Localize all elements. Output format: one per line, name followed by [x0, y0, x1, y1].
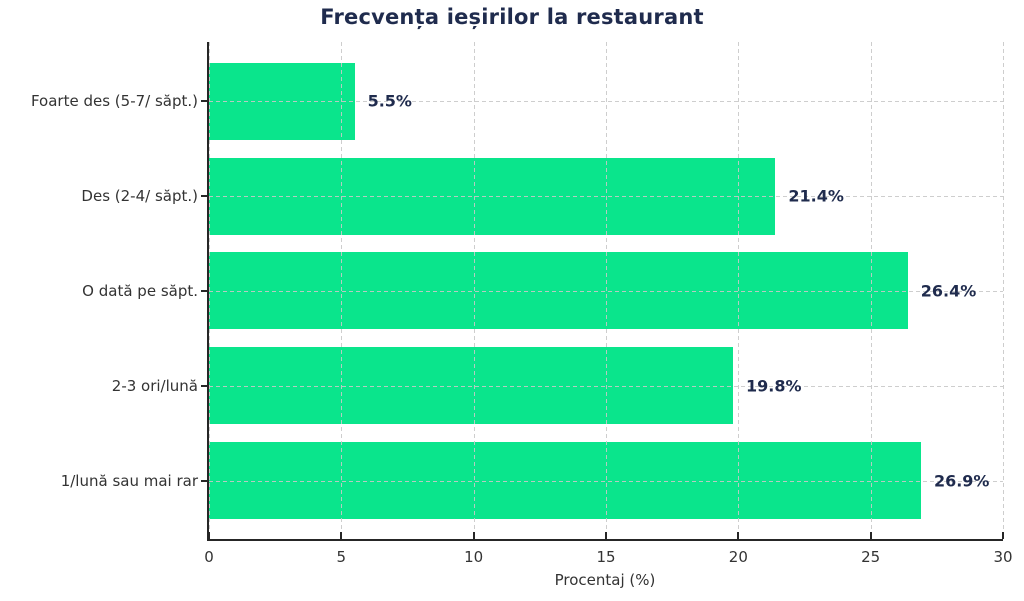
x-tick-mark: [208, 532, 210, 539]
y-tick-mark: [201, 384, 209, 387]
category-label: 1/lună sau mai rar: [60, 471, 198, 490]
chart-title: Frecvența ieșirilor la restaurant: [320, 5, 704, 29]
bar: [209, 347, 734, 425]
x-tick-mark: [869, 532, 872, 539]
x-tick-label: 10: [464, 548, 484, 566]
bar: [209, 157, 776, 235]
x-tick-mark: [605, 532, 607, 539]
x-tick-mark: [340, 532, 343, 539]
bar: [209, 62, 355, 140]
category-label: Des (2-4/ săpt.): [81, 187, 198, 206]
bar: [209, 442, 921, 520]
x-tick-label: 25: [861, 548, 881, 566]
category-label: 2-3 ori/lună: [111, 376, 198, 395]
y-tick-mark: [201, 289, 209, 292]
category-label: Foarte des (5-7/ săpt.): [30, 92, 198, 111]
x-tick-label: 5: [336, 548, 347, 566]
x-tick-mark: [737, 532, 740, 539]
y-tick-mark: [201, 479, 209, 482]
category-label: O dată pe săpt.: [82, 281, 198, 300]
bar-value-label: 19.8%: [746, 376, 802, 396]
x-tick-mark: [1002, 532, 1004, 539]
x-tick-mark: [472, 532, 475, 539]
x-tick-label: 15: [596, 548, 616, 566]
bar-value-label: 5.5%: [367, 91, 412, 111]
bar-value-label: 26.9%: [933, 471, 990, 491]
plot-area: 5.5% 21.4% 26.4% 19.8% 26.9%: [201, 42, 1004, 541]
bar-value-label: 21.4%: [788, 186, 844, 206]
x-tick-label: 30: [993, 548, 1013, 566]
bar: [209, 252, 908, 330]
y-tick-mark: [201, 100, 209, 103]
bar-value-label: 26.4%: [920, 281, 977, 301]
x-tick-label: 0: [204, 548, 214, 566]
x-tick-label: 20: [728, 548, 748, 566]
gridline-vertical: [1003, 42, 1004, 539]
y-tick-mark: [201, 195, 209, 198]
x-axis-label: Procentaj (%): [554, 571, 656, 589]
